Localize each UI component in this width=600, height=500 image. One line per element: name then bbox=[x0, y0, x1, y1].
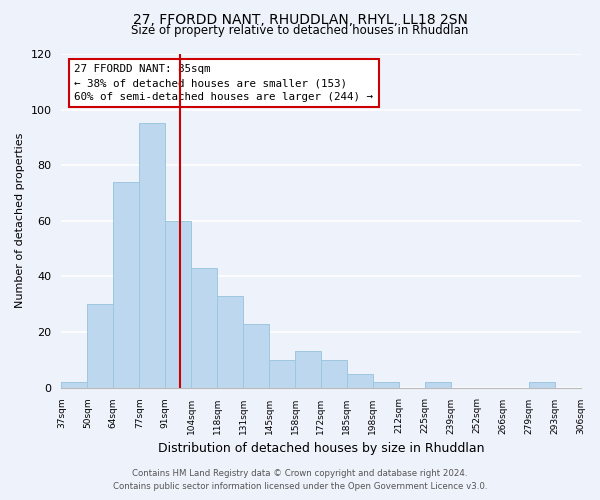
Bar bbox=[243, 324, 269, 388]
Bar bbox=[347, 374, 373, 388]
Y-axis label: Number of detached properties: Number of detached properties bbox=[15, 133, 25, 308]
Bar bbox=[529, 382, 554, 388]
Text: 27 FFORDD NANT: 85sqm
← 38% of detached houses are smaller (153)
60% of semi-det: 27 FFORDD NANT: 85sqm ← 38% of detached … bbox=[74, 64, 373, 102]
Bar bbox=[113, 182, 139, 388]
Bar bbox=[165, 221, 191, 388]
Bar bbox=[373, 382, 399, 388]
Bar bbox=[269, 360, 295, 388]
Bar bbox=[425, 382, 451, 388]
X-axis label: Distribution of detached houses by size in Rhuddlan: Distribution of detached houses by size … bbox=[158, 442, 484, 455]
Bar bbox=[61, 382, 88, 388]
Text: 27, FFORDD NANT, RHUDDLAN, RHYL, LL18 2SN: 27, FFORDD NANT, RHUDDLAN, RHYL, LL18 2S… bbox=[133, 12, 467, 26]
Bar bbox=[295, 352, 321, 388]
Bar bbox=[321, 360, 347, 388]
Bar bbox=[217, 296, 243, 388]
Text: Size of property relative to detached houses in Rhuddlan: Size of property relative to detached ho… bbox=[131, 24, 469, 37]
Bar bbox=[88, 304, 113, 388]
Text: Contains HM Land Registry data © Crown copyright and database right 2024.
Contai: Contains HM Land Registry data © Crown c… bbox=[113, 470, 487, 491]
Bar bbox=[191, 268, 217, 388]
Bar bbox=[139, 124, 165, 388]
